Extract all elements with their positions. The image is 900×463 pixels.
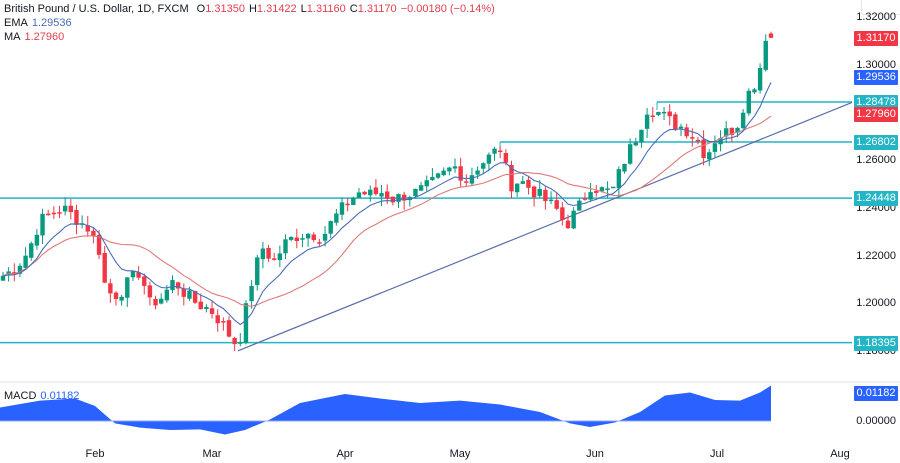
time-label-mar: Mar (202, 448, 222, 460)
axis-settings-box[interactable] (861, 0, 900, 15)
symbol-row: British Pound / U.S. Dollar, 1D, FXCM O1… (4, 2, 495, 16)
time-label-jun: Jun (586, 448, 604, 460)
chart-legend: British Pound / U.S. Dollar, 1D, FXCM O1… (4, 2, 495, 44)
time-label-may: May (449, 448, 471, 460)
macd-value: 0.01182 (40, 390, 80, 402)
price-tick-label: 1.30000 (856, 58, 896, 71)
low-value: L1.31160 (300, 3, 346, 15)
support-2-tag: 1.18395 (854, 335, 898, 351)
price-tick-label: 1.20000 (856, 297, 896, 310)
ema-line (2, 82, 772, 326)
macd-legend[interactable]: MACD 0.01182 (4, 390, 79, 402)
macd-area (0, 385, 771, 435)
trendline[interactable] (237, 101, 853, 352)
time-label-feb: Feb (85, 448, 105, 460)
candlesticks (0, 31, 774, 351)
ma-legend-row[interactable]: MA 1.27960 (4, 30, 495, 44)
ema-price-tag: 1.29536 (854, 69, 898, 85)
support-1-tag: 1.24448 (854, 191, 898, 207)
ma-line (2, 115, 772, 307)
time-label-aug: Aug (830, 448, 850, 460)
pane-separator[interactable] (0, 381, 900, 383)
macd-zero-label: 0.00000 (856, 415, 896, 427)
resistance-2-tag: 1.26802 (854, 135, 898, 150)
symbol-title[interactable]: British Pound / U.S. Dollar, 1D, FXCM (4, 3, 189, 15)
price-tick-label: 1.32000 (856, 11, 896, 23)
last-price-tag: 1.31170 (854, 30, 898, 46)
ema-label: EMA (4, 17, 28, 29)
ema-value: 1.29536 (31, 17, 72, 29)
price-tick-label: 1.26000 (856, 154, 896, 167)
high-value: H1.31422 (248, 3, 297, 15)
time-label-apr: Apr (336, 448, 354, 460)
horizontal-levels (0, 101, 852, 344)
resistance-1-tag: 1.28478 (854, 95, 898, 111)
ma-label: MA (4, 31, 21, 43)
time-label-jul: Jul (709, 448, 725, 460)
ma-price-tag: 1.27960 (854, 107, 898, 123)
change-value: −0.00180 (−0.14%) (400, 3, 495, 15)
ema-legend-row[interactable]: EMA 1.29536 (4, 16, 495, 30)
macd-value-tag: 0.01182 (854, 386, 898, 401)
macd-label: MACD (4, 390, 37, 402)
close-value: C1.31170 (349, 3, 397, 15)
price-tick-label: 1.22000 (856, 249, 896, 262)
open-value: O1.31350 (196, 3, 245, 15)
ma-value: 1.27960 (24, 31, 65, 43)
